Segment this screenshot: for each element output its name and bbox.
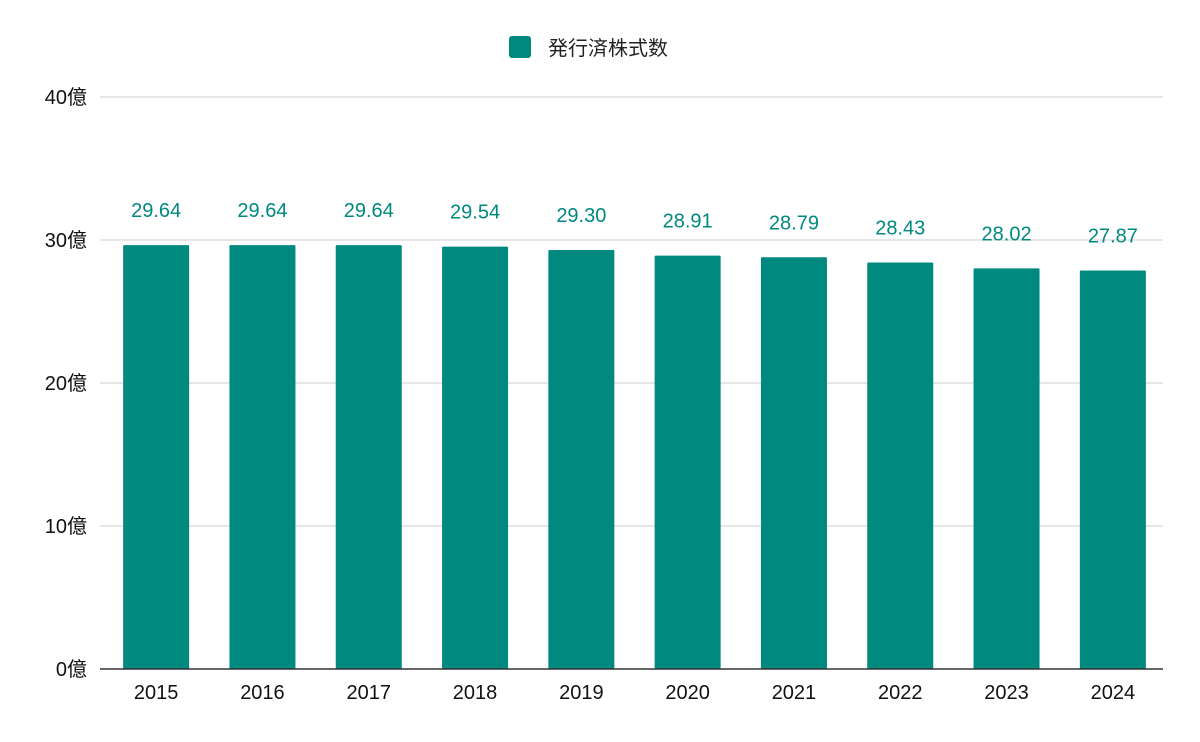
bar-2021: [760, 257, 827, 669]
bar-2020: [654, 255, 721, 669]
legend: 発行済株式数: [509, 36, 668, 60]
x-tick-label-2019: 2019: [559, 682, 604, 704]
bar-2016: [229, 245, 296, 669]
data-label-2016: 29.64: [237, 200, 287, 222]
x-tick-label-2023: 2023: [984, 682, 1029, 704]
x-tick-label-2017: 2017: [347, 682, 392, 704]
y-tick-label: 20億: [45, 372, 87, 395]
x-tick-label-2024: 2024: [1091, 682, 1136, 704]
bar-2022: [867, 262, 934, 669]
x-tick-label-2020: 2020: [665, 682, 710, 704]
data-label-2022: 28.43: [875, 217, 925, 239]
y-axis: 0億 10億 20億 30億 40億: [45, 86, 87, 681]
data-label-2015: 29.64: [131, 200, 181, 222]
x-tick-label-2021: 2021: [772, 682, 817, 704]
bar-2015: [123, 245, 190, 669]
bar-2018: [442, 246, 509, 669]
y-tick-label: 10億: [45, 515, 87, 538]
data-label-2023: 28.02: [982, 223, 1032, 245]
data-labels: 29.64 29.64 29.64 29.54 29.30 28.91 28.79 28.43…: [131, 200, 1138, 247]
y-tick-label: 0億: [56, 658, 87, 681]
bar-2019: [548, 250, 615, 669]
x-tick-label-2015: 2015: [134, 682, 179, 704]
data-label-2024: 27.87: [1088, 225, 1138, 247]
bars: [123, 245, 1146, 669]
y-tick-label: 40億: [45, 86, 87, 109]
bar-2023: [973, 268, 1040, 669]
x-tick-label-2016: 2016: [240, 682, 285, 704]
y-tick-label: 30億: [45, 229, 87, 252]
bar-2024: [1079, 270, 1146, 669]
x-tick-label-2018: 2018: [453, 682, 498, 704]
data-label-2019: 29.30: [556, 205, 606, 227]
legend-swatch: [509, 36, 531, 58]
data-label-2020: 28.91: [663, 211, 713, 233]
legend-label: 発行済株式数: [548, 36, 668, 60]
data-label-2018: 29.54: [450, 202, 500, 224]
x-tick-label-2022: 2022: [878, 682, 923, 704]
x-axis: 2015 2016 2017 2018 2019 2020 2021 2022 2023 2024: [100, 668, 1163, 704]
data-label-2021: 28.79: [769, 212, 819, 234]
data-label-2017: 29.64: [344, 200, 394, 222]
bar-2017: [335, 245, 402, 669]
